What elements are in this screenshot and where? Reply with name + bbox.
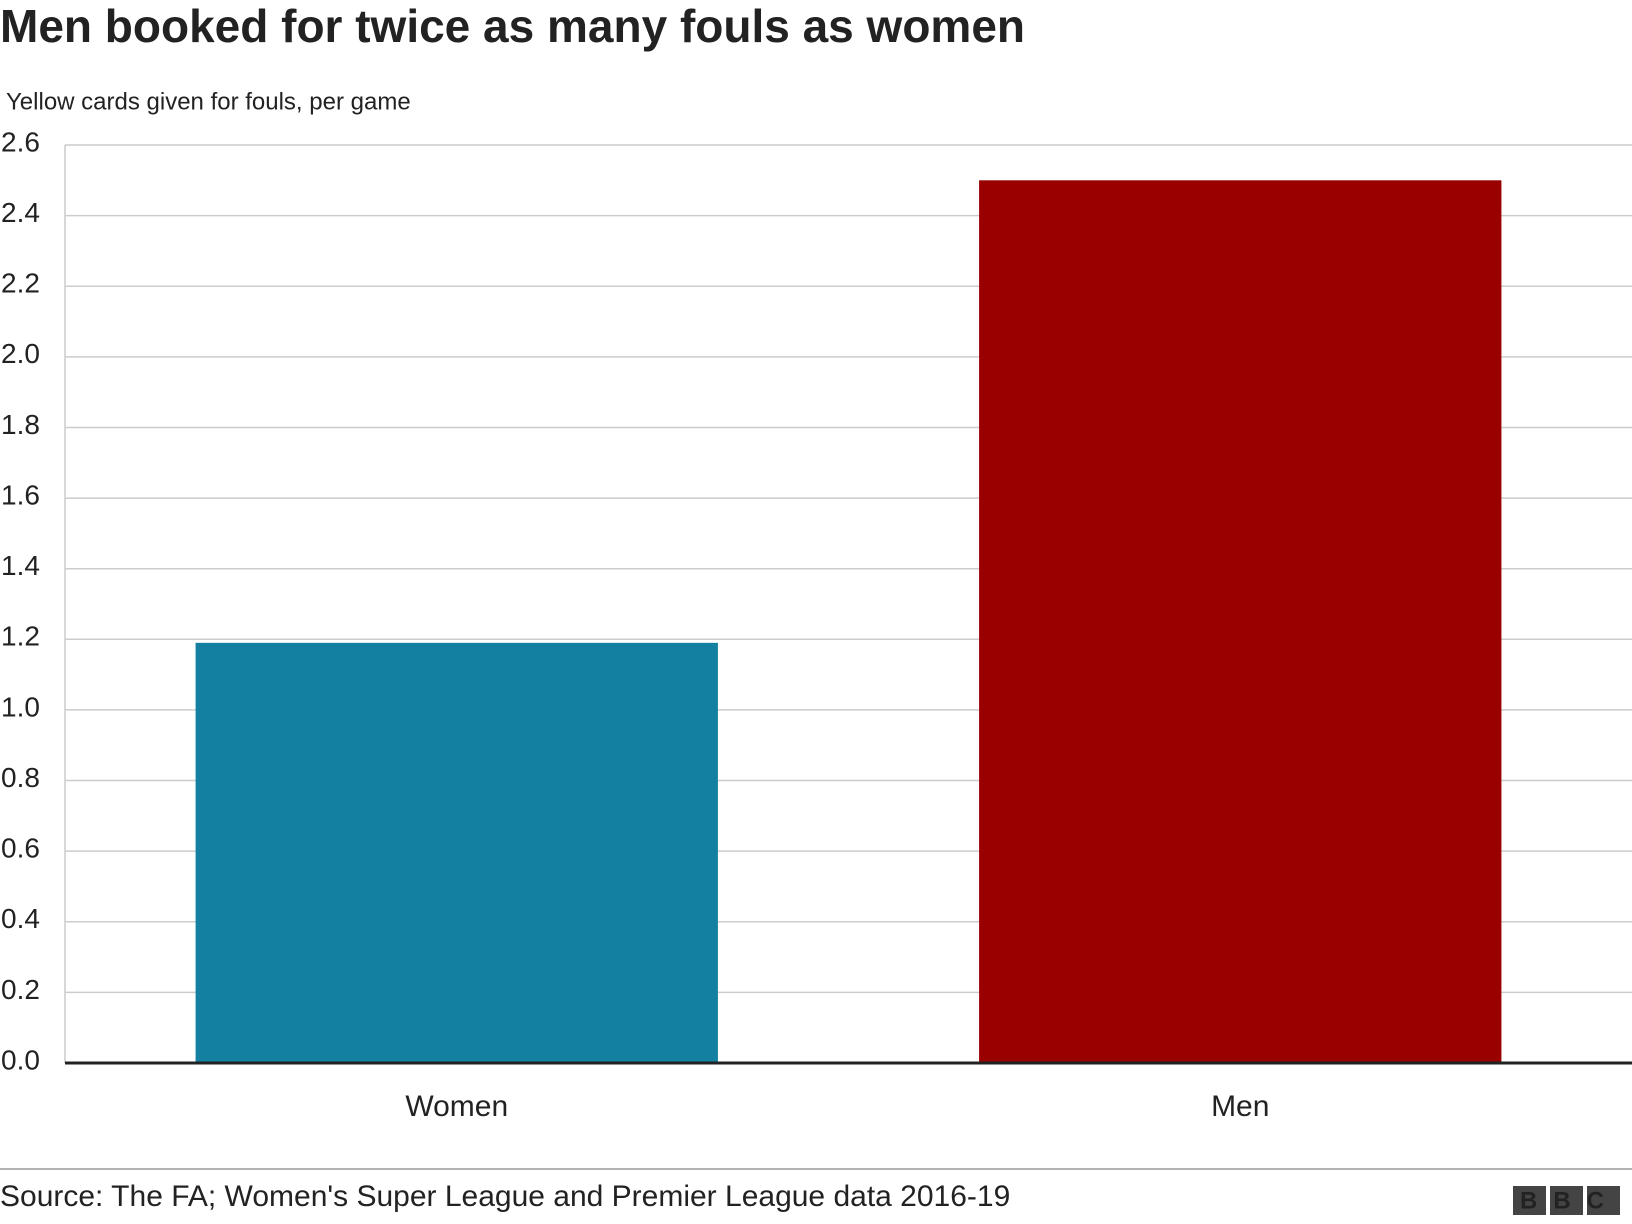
y-tick-label: 2.0 — [1, 338, 40, 369]
logo: BBC — [1513, 1186, 1620, 1215]
logo-text: BBC — [1520, 1187, 1620, 1214]
x-tick-label: Men — [1211, 1090, 1269, 1123]
y-tick-label: 0.4 — [1, 903, 40, 934]
x-tick-label: Women — [405, 1090, 508, 1123]
y-tick-label: 1.6 — [1, 479, 40, 510]
chart-subtitle: Yellow cards given for fouls, per game — [6, 88, 411, 115]
chart-title: Men booked for twice as many fouls as wo… — [0, 0, 1025, 52]
source: Source: The FA; Women's Super League and… — [0, 1180, 1010, 1213]
y-tick-label: 0.6 — [1, 833, 40, 864]
logo-box — [1513, 1186, 1546, 1215]
y-tick-label: 0.2 — [1, 974, 40, 1005]
logo-box — [1587, 1186, 1620, 1215]
y-tick-label: 0.0 — [1, 1044, 40, 1075]
logo-box — [1550, 1186, 1583, 1215]
y-tick-label: 1.2 — [1, 621, 40, 652]
y-tick-label: 1.8 — [1, 409, 40, 440]
y-tick-label: 1.4 — [1, 550, 40, 581]
y-tick-label: 2.4 — [1, 197, 40, 228]
bar — [195, 642, 718, 1063]
y-tick-label: 1.0 — [1, 691, 40, 722]
y-tick-label: 2.2 — [1, 268, 40, 299]
y-tick-label: 0.8 — [1, 762, 40, 793]
bar — [979, 180, 1502, 1064]
y-tick-label: 2.6 — [1, 126, 40, 157]
